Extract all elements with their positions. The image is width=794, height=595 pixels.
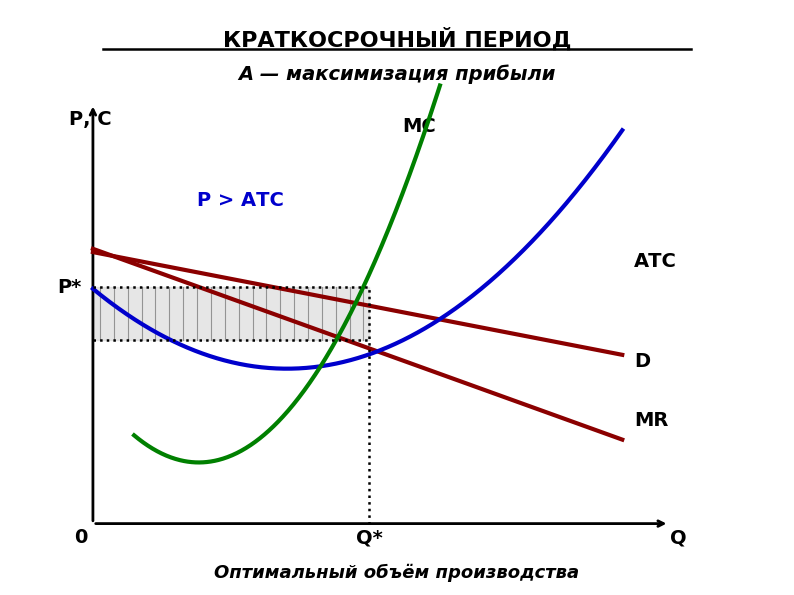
Text: MR: MR — [634, 411, 669, 430]
Polygon shape — [93, 287, 369, 340]
Text: P > АТС: P > АТС — [197, 190, 283, 209]
Text: А — максимизация прибыли: А — максимизация прибыли — [238, 65, 556, 84]
Text: МС: МС — [403, 117, 436, 136]
Text: P*: P* — [57, 278, 82, 297]
Text: КРАТКОСРОЧНЫЙ ПЕРИОД: КРАТКОСРОЧНЫЙ ПЕРИОД — [223, 27, 571, 51]
Text: 0: 0 — [75, 528, 88, 547]
Text: АТС: АТС — [634, 252, 677, 271]
Text: D: D — [634, 352, 650, 371]
Text: Q*: Q* — [356, 528, 383, 547]
Text: Оптимальный объём производства: Оптимальный объём производства — [214, 563, 580, 581]
Text: Q: Q — [670, 528, 687, 547]
Text: Р, С: Р, С — [69, 111, 112, 130]
